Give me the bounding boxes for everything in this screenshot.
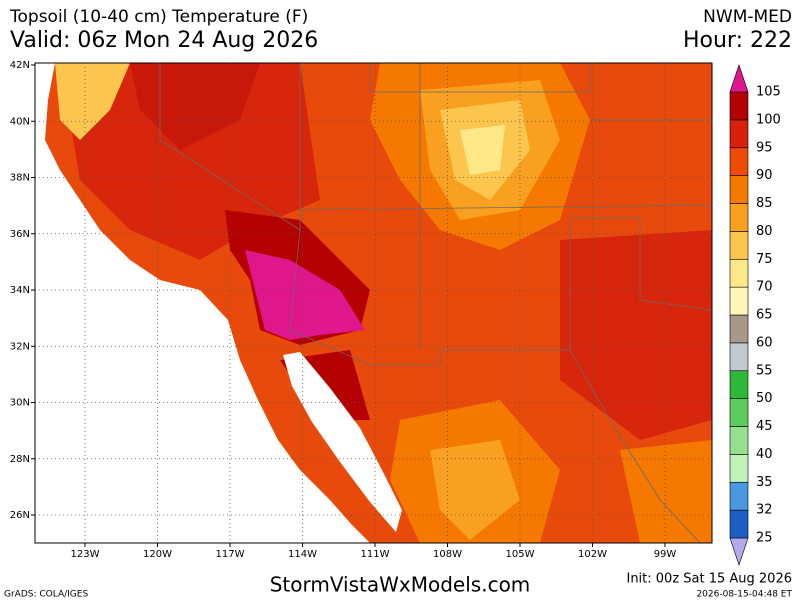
lon-label: 120W (143, 549, 172, 560)
model: NWM-MED (703, 7, 792, 27)
colorbar-arrow-high (729, 64, 749, 93)
mild-region (55, 63, 130, 140)
colorbar-bin (729, 509, 749, 539)
colorbar-label: 35 (756, 475, 773, 490)
lat-label: 36N (10, 229, 30, 240)
lon-label: 123W (71, 549, 100, 560)
lat-label: 40N (10, 116, 30, 127)
extreme-region (245, 250, 365, 340)
timestamp: 2026-08-15-04:48 ET (696, 590, 792, 600)
colorbar-label: 70 (756, 280, 773, 295)
gulf-of-california (283, 352, 402, 532)
colorbar-label: 100 (756, 112, 781, 127)
colorbar-label: 105 (756, 85, 781, 100)
colorbar-label: 65 (756, 308, 773, 323)
title: Topsoil (10-40 cm) Temperature (F) (9, 7, 308, 27)
colorbar-bin (729, 342, 749, 372)
colorbar-arrow-low (729, 537, 749, 566)
colorbar-bin (729, 119, 749, 149)
lat-label: 34N (10, 285, 30, 296)
map-frame (34, 62, 713, 544)
colorbar-bin (729, 258, 749, 288)
valid-time: Valid: 06z Mon 24 Aug 2026 (10, 28, 318, 53)
colorbar-bin (729, 370, 749, 399)
lon-label: 99W (654, 549, 677, 560)
lon-label: 117W (216, 549, 245, 560)
lon-label: 111W (361, 549, 390, 560)
colorbar-label: 25 (756, 531, 773, 546)
colorbar-label: 95 (756, 140, 773, 155)
colorbar-label: 85 (756, 196, 773, 211)
colorbar-bin (729, 286, 749, 316)
lon-label: 114W (288, 549, 317, 560)
colorbar-label: 60 (756, 335, 773, 350)
lon-label: 102W (578, 549, 607, 560)
colorbar-label: 50 (756, 391, 773, 406)
colorbar-bin (729, 426, 749, 455)
colorbar-bin (729, 398, 749, 427)
colorbar-bin (729, 91, 749, 121)
colorbar-bin (729, 314, 749, 344)
hot-region (560, 230, 712, 440)
lat-label: 32N (10, 341, 30, 352)
lat-label: 26N (10, 510, 30, 521)
colorbar: 25 32 35 40 45 50 55 60 65 70 75 80 85 90 95 100 105 (729, 64, 781, 566)
warm-region (620, 440, 712, 543)
cool-region (460, 125, 505, 175)
lon-label: 105W (506, 549, 535, 560)
colorbar-label: 80 (756, 224, 773, 239)
hot-region (130, 63, 260, 150)
colorbar-bin (729, 203, 749, 232)
colorbar-bin (729, 147, 749, 176)
ocean (35, 63, 370, 543)
map (35, 63, 712, 543)
colorbar-bin (729, 175, 749, 204)
colorbar-label: 45 (756, 419, 773, 434)
lon-label: 108W (433, 549, 462, 560)
colorbar-label: 55 (756, 363, 773, 378)
colorbar-label: 90 (756, 168, 773, 183)
colorbar-label: 75 (756, 252, 773, 267)
colorbar-label: 32 (756, 503, 773, 518)
forecast-hour: Hour: 222 (683, 28, 792, 53)
colorbar-bin (729, 231, 749, 260)
credit: GrADS: COLA/IGES (4, 590, 88, 600)
lat-label: 28N (10, 454, 30, 465)
colorbar-bin (729, 481, 749, 511)
colorbar-label: 40 (756, 447, 773, 462)
site: StormVistaWxModels.com (270, 573, 531, 597)
init-time: Init: 00z Sat 15 Aug 2026 (626, 572, 792, 587)
hot-region (60, 63, 320, 260)
mild-region (430, 440, 520, 540)
lat-label: 38N (10, 173, 30, 184)
lat-label: 30N (10, 398, 30, 409)
colorbar-bin (729, 454, 749, 483)
lat-label: 42N (10, 60, 30, 71)
graticule: 42N 40N 38N 36N 34N 32N 30N 28N 26N 123W 120W 117W 1… (10, 60, 712, 560)
